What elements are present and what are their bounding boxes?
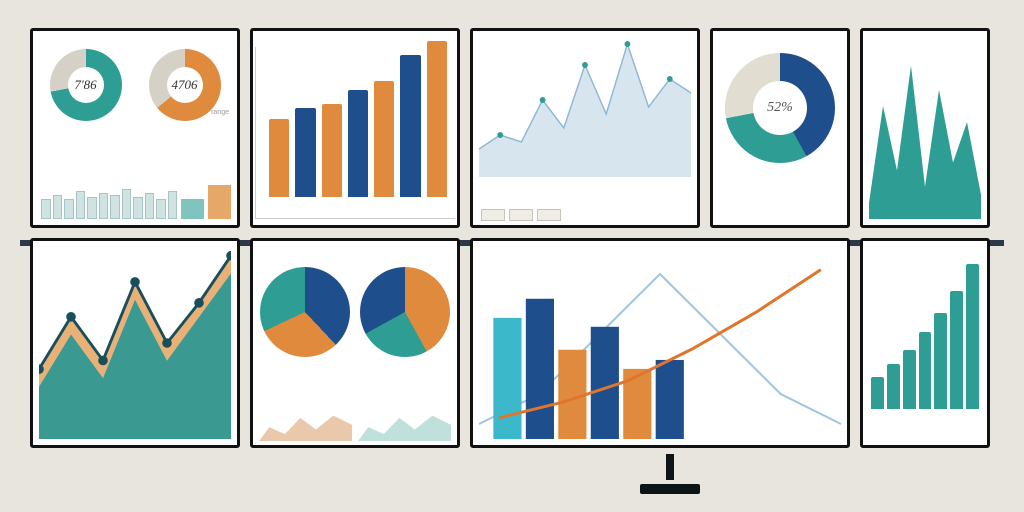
y-axis [255, 47, 256, 219]
sparkline-chart [479, 37, 691, 177]
legend-label: range [211, 109, 229, 116]
bar-chart [265, 37, 451, 197]
panel-combo-chart [470, 238, 850, 448]
panel-layered-area [30, 238, 240, 448]
pie-chart-left [260, 267, 350, 357]
layered-area-chart [39, 247, 231, 439]
kpi-value: 52% [767, 100, 793, 116]
donut-right-value: 4706 [172, 77, 198, 93]
panel-title [39, 37, 231, 47]
x-axis [255, 218, 455, 219]
panel-growth-bars [860, 238, 990, 448]
panel-bar-chart [250, 28, 460, 228]
mini-bar-strip [41, 183, 177, 219]
panel-title [259, 247, 451, 257]
panel-kpi-donut: 52% [710, 28, 850, 228]
panel-mountain-area [860, 28, 990, 228]
panel-title [869, 247, 981, 257]
monitor-stand [640, 454, 700, 494]
pie-chart-right [360, 267, 450, 357]
dashboard-grid: 7'86 4706 range 52% [30, 28, 994, 462]
panel-title [479, 247, 841, 257]
area-chart [869, 49, 981, 219]
donut-chart-left: 7'86 [50, 49, 122, 121]
panel-sparkline [470, 28, 700, 228]
sparkline-strip [259, 411, 451, 441]
donut-left-value: 7'86 [74, 77, 96, 93]
combo-chart [479, 259, 841, 439]
legend-bars [181, 175, 231, 219]
panel-title [719, 37, 841, 47]
donut-chart-right: 4706 [149, 49, 221, 121]
panel-donut-pair: 7'86 4706 range [30, 28, 240, 228]
kpi-donut-chart: 52% [725, 53, 835, 163]
panel-title [869, 37, 981, 47]
button-row [481, 209, 561, 221]
growth-bar-chart [869, 259, 981, 409]
panel-pie-pair [250, 238, 460, 448]
